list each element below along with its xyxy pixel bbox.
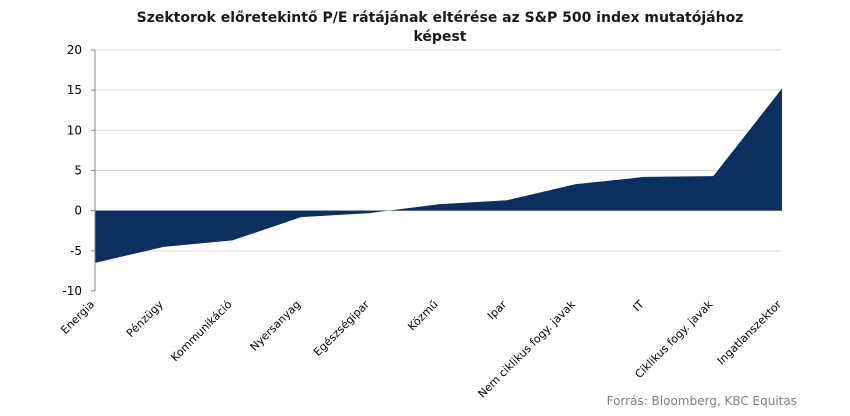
x-tick-label: Nyersanyag xyxy=(248,298,304,354)
area-series xyxy=(94,88,783,263)
x-tick-label: Ingatlanszektor xyxy=(715,298,785,368)
y-tick-label: 5 xyxy=(74,164,82,178)
x-tick-label: Ipar xyxy=(485,298,510,323)
x-tick-label: Energia xyxy=(58,298,97,337)
gridlines xyxy=(95,49,782,252)
y-tick-label: -5 xyxy=(70,244,82,258)
x-tick-label: Kommunikáció xyxy=(168,298,234,364)
x-tick-label: Közmű xyxy=(405,298,440,333)
source-note: Forrás: Bloomberg, KBC Equitas xyxy=(606,394,797,408)
axes xyxy=(91,49,96,292)
x-tick-label: Pénzügy xyxy=(124,298,166,340)
y-tick-label: -10 xyxy=(62,284,82,298)
x-tick-label: Ciklikus fogy. javak xyxy=(632,297,715,380)
y-tick-label: 20 xyxy=(67,43,82,57)
x-tick-label: Egészségipar xyxy=(311,298,372,359)
y-tick-label: 10 xyxy=(67,123,82,137)
x-tick-label: IT xyxy=(630,298,646,314)
x-tick-labels: Energia Pénzügy Kommunikáció Nyersanyag Egés… xyxy=(58,297,784,400)
y-tick-label: 0 xyxy=(74,204,82,218)
area-fill xyxy=(95,88,782,263)
y-tick-label: 15 xyxy=(67,83,82,97)
chart-title: Szektorok előretekintő P/E rátájának elt… xyxy=(136,10,744,45)
y-tick-labels: 20 15 10 5 0 -5 -10 xyxy=(62,43,82,298)
